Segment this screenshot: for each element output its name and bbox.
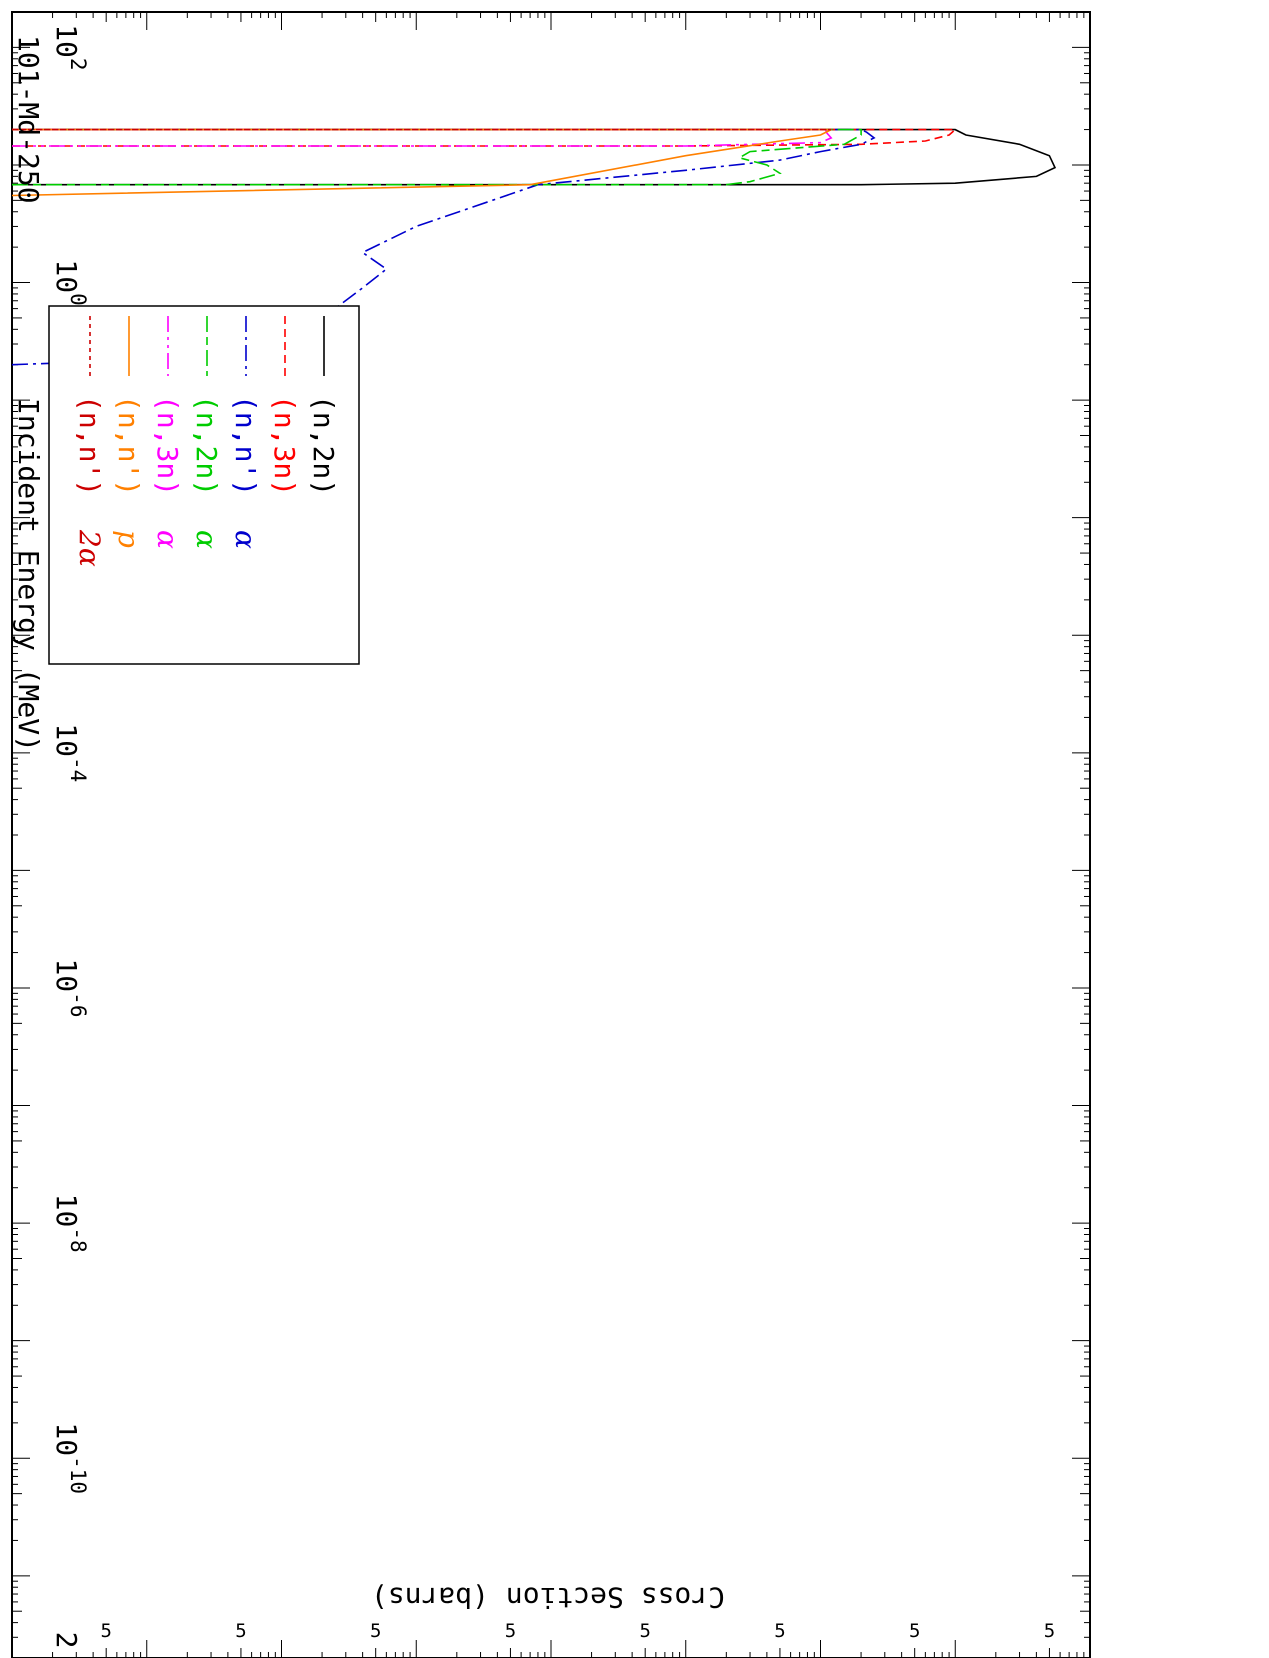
legend-label-6: (n,n') bbox=[73, 395, 106, 496]
y-minor-label: 5 bbox=[1044, 1620, 1055, 1642]
legend-suffix-4: α bbox=[151, 530, 184, 549]
y-minor-label: 5 bbox=[909, 1620, 920, 1642]
legend-label-4: (n,3n) bbox=[151, 395, 184, 496]
y-minor-label: 5 bbox=[774, 1620, 785, 1642]
x-corner-label: 2 bbox=[50, 1632, 83, 1649]
series-line-5 bbox=[11, 128, 832, 197]
series-line-4 bbox=[12, 128, 833, 147]
data-curves bbox=[11, 128, 1057, 366]
series-line-1 bbox=[12, 128, 958, 147]
series-line-2 bbox=[11, 128, 876, 366]
legend-label-0: (n,2n) bbox=[307, 395, 340, 496]
legend-label-1: (n,3n) bbox=[268, 395, 301, 496]
x-tick-label: 100 bbox=[50, 259, 90, 305]
x-tick-label: 10-4 bbox=[50, 723, 90, 782]
y-minor-label: 5 bbox=[235, 1620, 246, 1642]
legend-label-3: (n,2n) bbox=[190, 395, 223, 496]
x-axis-label: Incident Energy (MeV) bbox=[12, 398, 45, 752]
tick-labels: 10-1010-810-610-410-2100102210010-210-41… bbox=[50, 24, 1055, 1649]
series-line-3 bbox=[12, 128, 862, 186]
y-minor-label: 5 bbox=[370, 1620, 381, 1642]
legend-suffix-2: α bbox=[229, 530, 262, 549]
legend-suffix-3: α bbox=[190, 530, 223, 549]
plot-frame bbox=[11, 11, 1091, 1658]
legend-label-5: (n,n') bbox=[112, 395, 145, 496]
y-axis-label: Cross Section (barns) bbox=[371, 1581, 725, 1614]
y-minor-label: 5 bbox=[100, 1620, 111, 1642]
legend-suffix-6: 2α bbox=[73, 529, 106, 567]
x-tick-label: 10-6 bbox=[50, 958, 90, 1017]
legend: (n,2n)(n,3n)(n,n')α(n,2n)α(n,3n)α(n,n')p… bbox=[48, 305, 360, 665]
axis-ticks bbox=[11, 11, 1091, 1658]
x-tick-label: 10-10 bbox=[50, 1422, 90, 1494]
legend-box bbox=[48, 305, 360, 665]
x-tick-label: 10-8 bbox=[50, 1194, 90, 1253]
legend-suffix-5: p bbox=[112, 530, 145, 548]
rotated-chart-group: 10-1010-810-610-410-2100102210010-210-41… bbox=[11, 11, 1091, 1658]
y-minor-label: 5 bbox=[505, 1620, 516, 1642]
legend-label-2: (n,n') bbox=[229, 395, 262, 496]
x-tick-label: 102 bbox=[50, 24, 90, 70]
y-minor-label: 5 bbox=[639, 1620, 650, 1642]
chart-title: 101-Md-250 bbox=[12, 35, 45, 204]
series-line-0 bbox=[12, 128, 1057, 186]
